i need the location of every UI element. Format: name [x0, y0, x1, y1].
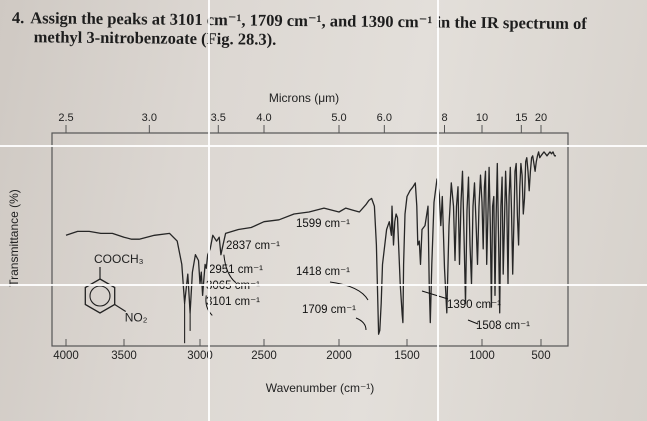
grid-overlay-h1	[0, 145, 647, 147]
top-tick-label: 10	[476, 112, 488, 124]
top-axis-title: Microns (μm)	[269, 91, 339, 105]
top-tick-label: 2.5	[58, 112, 73, 124]
leader-1418	[329, 281, 369, 301]
nitro-group-label: NO₂	[125, 311, 148, 325]
nitro-bond	[114, 303, 127, 313]
top-tick-label: 3.5	[211, 112, 226, 124]
leader-1390	[421, 290, 449, 300]
spectrum-line	[65, 151, 556, 335]
grid-overlay-v1	[208, 0, 210, 421]
top-tick-label: 5.0	[331, 112, 346, 124]
leader-1508	[467, 319, 479, 325]
annotation-label: 2951 cm⁻¹	[209, 264, 263, 276]
annotation-label: 3065 cm⁻¹	[206, 280, 260, 292]
plot-frame	[51, 132, 569, 347]
bottom-wavenumber-axis: 4000 3500 3000 2500 2000 1500 1000 500 Wavenumbe…	[53, 339, 551, 395]
spectrum-trace-layer	[65, 151, 556, 335]
bottom-tick-label: 500	[531, 350, 550, 362]
bottom-tick-label: 4000	[53, 350, 79, 362]
leader-1709	[355, 317, 367, 331]
leader-2837	[223, 254, 237, 284]
top-tick-label: 4.0	[256, 112, 271, 124]
bottom-tick-label: 3000	[187, 350, 213, 362]
annotation-label: 1709 cm⁻¹	[302, 304, 356, 316]
bottom-tick-label: 3500	[111, 350, 137, 362]
molecule-structure: COOCH₃ NO₂	[84, 252, 148, 325]
top-tick-label: 8	[441, 112, 447, 124]
annotation-label: 2837 cm⁻¹	[226, 240, 280, 252]
plot-border	[51, 132, 569, 347]
aromatic-circle	[89, 285, 111, 307]
benzene-ring	[84, 278, 116, 314]
grid-overlay-v2	[437, 0, 439, 421]
annotation-label: 1599 cm⁻¹	[296, 218, 350, 230]
leader-2951	[205, 295, 213, 316]
top-tick-label: 6.0	[377, 112, 392, 124]
top-tick-label: 3.0	[142, 112, 157, 124]
annotation-label: 3101 cm⁻¹	[206, 296, 260, 308]
bottom-tick-label: 2500	[251, 350, 277, 362]
top-micron-axis: 2.5 3.0 3.5 4.0 5.0 6.0 8 10 15 20 Microns (μm)	[58, 91, 547, 133]
top-tick-label: 20	[535, 112, 547, 124]
peak-annotations: 2837 cm⁻¹ 2951 cm⁻¹ 3065 cm⁻¹ 3101 cm⁻¹ 1599…	[184, 218, 530, 344]
annotation-label: 1508 cm⁻¹	[476, 320, 530, 332]
bottom-tick-label: 1000	[469, 350, 495, 362]
axis-titles: Transmittance (%)	[7, 189, 21, 287]
annotation-label: 1418 cm⁻¹	[296, 266, 350, 278]
grid-overlay-h2	[0, 284, 647, 286]
top-tick-label: 15	[515, 112, 527, 124]
ester-group-label: COOCH₃	[94, 252, 144, 266]
x-axis-title: Wavenumber (cm⁻¹)	[266, 381, 375, 395]
annotation-label: 1390 cm⁻¹	[447, 299, 501, 311]
y-axis-title: Transmittance (%)	[7, 189, 21, 287]
bottom-tick-label: 1500	[394, 350, 420, 362]
bottom-tick-label: 2000	[326, 350, 352, 362]
